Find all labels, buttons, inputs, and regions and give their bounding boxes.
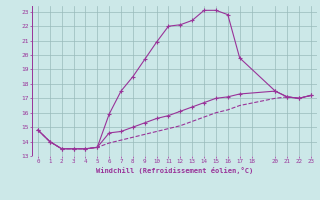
X-axis label: Windchill (Refroidissement éolien,°C): Windchill (Refroidissement éolien,°C) (96, 167, 253, 174)
